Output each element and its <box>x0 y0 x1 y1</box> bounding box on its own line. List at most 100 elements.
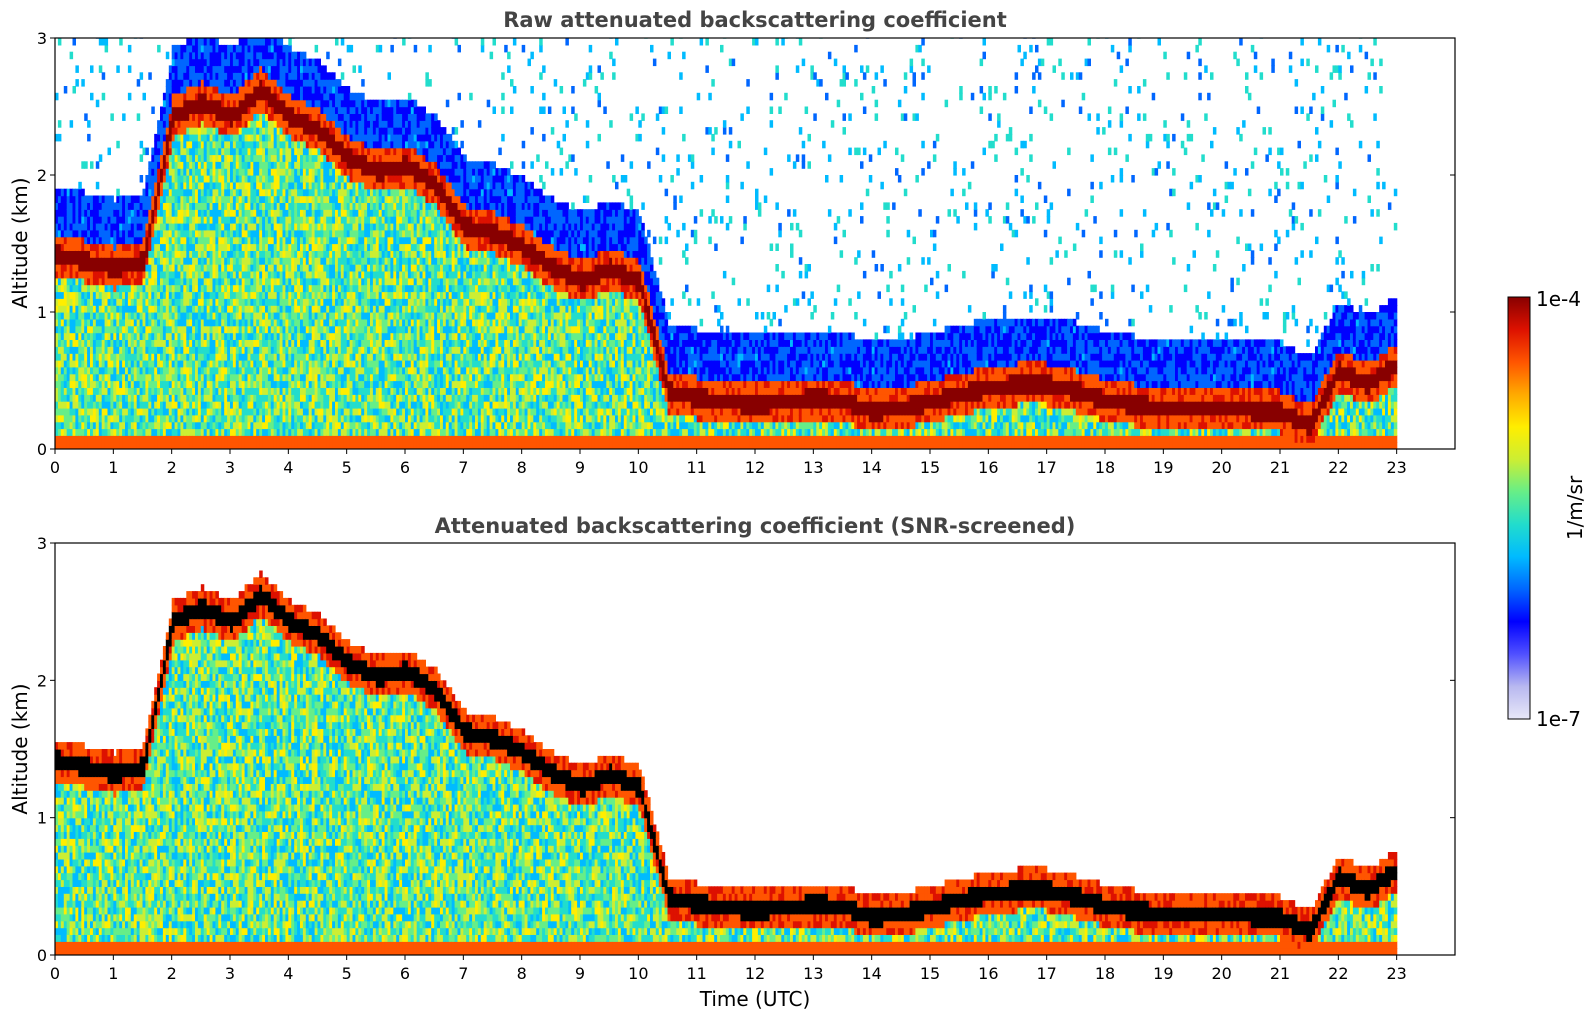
heatmap-cell <box>197 161 202 169</box>
heatmap-cell <box>165 325 170 334</box>
heatmap-cell <box>127 44 132 53</box>
heatmap-cell <box>174 270 179 279</box>
heatmap-cell <box>215 435 219 443</box>
heatmap-cell <box>66 373 71 382</box>
heatmap-cell <box>72 222 76 231</box>
heatmap-cell <box>133 401 138 409</box>
heatmap-cell <box>232 161 237 169</box>
heatmap-cell <box>60 202 65 210</box>
heatmap-cell <box>75 387 79 395</box>
heatmap-cell <box>116 222 120 231</box>
heatmap-cell <box>206 188 211 197</box>
heatmap-cell <box>101 236 106 245</box>
heatmap-cell <box>165 421 170 430</box>
heatmap-cell <box>183 154 187 162</box>
heatmap-cell <box>104 291 109 299</box>
heatmap-cell <box>180 305 184 313</box>
heatmap-cell <box>238 202 243 210</box>
heatmap-cell <box>107 250 111 258</box>
heatmap-cell <box>174 312 179 320</box>
heatmap-cell <box>291 161 295 169</box>
heatmap-cell <box>157 318 161 327</box>
heatmap-cell <box>171 51 176 60</box>
heatmap-cell <box>224 243 228 251</box>
heatmap-cell <box>232 387 237 395</box>
heatmap-cell <box>218 264 222 272</box>
heatmap-cell <box>256 86 260 94</box>
heatmap-cell <box>165 414 170 423</box>
heatmap-cell <box>215 209 219 217</box>
heatmap-cell <box>195 99 199 108</box>
heatmap-cell <box>95 380 100 388</box>
heatmap-cell <box>160 366 164 375</box>
heatmap-cell <box>116 414 120 423</box>
heatmap-cell <box>227 106 231 114</box>
heatmap-cell <box>186 394 190 402</box>
heatmap-cell <box>232 154 237 162</box>
heatmap-cell <box>122 359 126 368</box>
heatmap-cell <box>197 92 202 101</box>
heatmap-cell <box>291 202 295 210</box>
heatmap-cell <box>66 209 71 217</box>
heatmap-cell <box>183 99 187 108</box>
heatmap-cell <box>130 394 135 402</box>
heatmap-cell <box>326 113 330 121</box>
heatmap-cell <box>326 298 330 306</box>
heatmap-cell <box>256 113 260 121</box>
heatmap-cell <box>136 312 141 320</box>
heatmap-cell <box>177 133 181 142</box>
heatmap-cell <box>256 133 260 142</box>
heatmap-cell <box>197 209 202 217</box>
heatmap-cell <box>145 236 149 245</box>
heatmap-cell <box>186 401 190 409</box>
heatmap-cell <box>195 346 199 354</box>
heatmap-cell <box>221 325 225 334</box>
heatmap-cell <box>130 414 135 423</box>
heatmap-cell <box>110 195 114 203</box>
heatmap-cell <box>192 86 196 94</box>
heatmap-cell <box>139 236 144 245</box>
heatmap-cell <box>215 414 219 423</box>
heatmap-cell <box>116 435 120 443</box>
heatmap-cell <box>78 373 82 382</box>
heatmap-cell <box>66 216 71 224</box>
heatmap-cell <box>160 332 164 340</box>
heatmap-cell <box>189 270 193 279</box>
heatmap-cell <box>127 284 132 293</box>
heatmap-cell <box>98 284 103 293</box>
heatmap-cell <box>113 346 117 354</box>
heatmap-cell <box>192 305 196 313</box>
heatmap-cell <box>308 72 313 80</box>
heatmap-cell <box>130 243 135 251</box>
heatmap-cell <box>154 154 158 162</box>
heatmap-cell <box>104 44 109 53</box>
heatmap-cell <box>171 86 176 94</box>
heatmap-cell <box>227 86 231 94</box>
heatmap-cell <box>165 147 170 156</box>
heatmap-cell <box>95 222 100 231</box>
heatmap-cell <box>113 236 117 245</box>
heatmap-cell <box>326 373 330 382</box>
heatmap-cell <box>215 270 219 279</box>
heatmap-cell <box>119 298 123 306</box>
heatmap-cell <box>180 44 184 53</box>
heatmap-cell <box>326 380 330 388</box>
heatmap-cell <box>180 65 184 73</box>
heatmap-cell <box>273 332 278 340</box>
heatmap-cell <box>209 79 214 87</box>
heatmap-cell <box>92 202 97 210</box>
heatmap-cell <box>148 325 152 334</box>
heatmap-cell <box>206 366 211 375</box>
heatmap-cell <box>308 339 313 347</box>
heatmap-cell <box>60 291 65 299</box>
heatmap-cell <box>177 394 181 402</box>
heatmap-cell <box>197 435 202 443</box>
heatmap-cell <box>69 229 74 238</box>
heatmap-cell <box>139 394 144 402</box>
heatmap-cell <box>326 236 330 245</box>
heatmap-cell <box>148 209 152 217</box>
heatmap-cell <box>195 359 199 368</box>
heatmap-cell <box>98 435 103 443</box>
heatmap-cell <box>139 387 144 395</box>
heatmap-cell <box>326 387 330 395</box>
